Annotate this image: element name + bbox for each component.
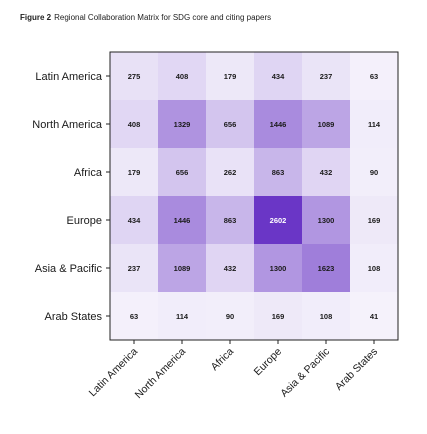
y-tick-label: Asia & Pacific <box>35 263 103 275</box>
heatmap-cell <box>110 52 158 100</box>
heatmap-cell <box>254 196 302 244</box>
cell-value-label: 2602 <box>270 216 287 225</box>
heatmap-cell <box>302 148 350 196</box>
heatmap-cell <box>254 292 302 340</box>
cell-value-label: 1089 <box>318 120 335 129</box>
heatmap-cell <box>350 244 398 292</box>
cell-value-label: 169 <box>272 312 285 321</box>
cell-value-label: 179 <box>128 168 141 177</box>
heatmap-cell <box>206 148 254 196</box>
heatmap-cell <box>206 196 254 244</box>
x-tick-label: North America <box>133 346 189 402</box>
cell-value-label: 41 <box>370 312 378 321</box>
heatmap-cell <box>254 100 302 148</box>
cell-value-label: 863 <box>272 168 285 177</box>
cell-value-label: 1089 <box>174 264 191 273</box>
cell-value-label: 432 <box>224 264 237 273</box>
cell-value-label: 1623 <box>318 264 335 273</box>
heatmap-cell <box>254 148 302 196</box>
cell-value-label: 1329 <box>174 120 191 129</box>
x-tick-label: Europe <box>252 346 285 379</box>
heatmap-cell <box>110 292 158 340</box>
figure-caption: Figure 2 Regional Collaboration Matrix fo… <box>20 13 271 22</box>
cell-value-label: 169 <box>368 216 381 225</box>
heatmap-cell <box>158 196 206 244</box>
plot-frame <box>109 51 399 341</box>
cell-value-label: 63 <box>370 72 378 81</box>
cell-value-label: 432 <box>320 168 333 177</box>
heatmap-cell <box>206 100 254 148</box>
heatmap-cell <box>158 148 206 196</box>
cell-value-label: 262 <box>224 168 237 177</box>
heatmap-cell <box>302 244 350 292</box>
y-tick-label: Latin America <box>35 71 103 83</box>
heatmap-cell <box>302 52 350 100</box>
heatmap-cell <box>158 244 206 292</box>
cell-value-label: 237 <box>128 264 141 273</box>
cell-value-label: 1300 <box>270 264 287 273</box>
cell-value-label: 108 <box>320 312 333 321</box>
cell-value-label: 434 <box>128 216 141 225</box>
y-tick-label: North America <box>32 119 103 131</box>
cell-value-label: 434 <box>272 72 285 81</box>
heatmap-cell <box>302 196 350 244</box>
heatmap-cell <box>350 292 398 340</box>
cell-value-label: 237 <box>320 72 333 81</box>
x-tick-label: Africa <box>209 346 237 374</box>
y-tick-label: Arab States <box>45 311 103 323</box>
cell-value-label: 656 <box>224 120 237 129</box>
cell-value-label: 1446 <box>270 120 287 129</box>
heatmap-cell <box>350 52 398 100</box>
cell-value-label: 1300 <box>318 216 335 225</box>
heatmap-cell <box>206 292 254 340</box>
y-tick-label: Africa <box>74 167 103 179</box>
heatmap-cell <box>350 100 398 148</box>
heatmap-cell <box>110 148 158 196</box>
y-tick-label: Europe <box>67 215 102 227</box>
cell-value-label: 108 <box>368 264 381 273</box>
cell-value-label: 114 <box>176 312 189 321</box>
cell-value-label: 1446 <box>174 216 191 225</box>
cell-value-label: 90 <box>226 312 234 321</box>
cell-value-label: 275 <box>128 72 141 81</box>
cell-value-label: 656 <box>176 168 189 177</box>
heatmap-cell <box>110 196 158 244</box>
heatmap-cell <box>254 244 302 292</box>
x-tick-label: Latin America <box>87 346 141 400</box>
heatmap-cell <box>158 100 206 148</box>
heatmap-cell <box>350 196 398 244</box>
cell-value-label: 114 <box>368 120 381 129</box>
cell-value-label: 408 <box>128 120 141 129</box>
heatmap-cell <box>206 52 254 100</box>
x-tick-label: Asia & Pacific <box>278 346 332 400</box>
heatmap-cell <box>110 244 158 292</box>
cell-value-label: 408 <box>176 72 189 81</box>
heatmap-cell <box>110 100 158 148</box>
heatmap-cell <box>302 292 350 340</box>
cell-value-label: 179 <box>224 72 237 81</box>
figure-label: Figure 2 <box>20 13 52 22</box>
cell-value-label: 90 <box>370 168 378 177</box>
heatmap-cell <box>206 244 254 292</box>
heatmap-cell <box>254 52 302 100</box>
heatmap-cell <box>350 148 398 196</box>
x-tick-label: Arab States <box>333 346 380 393</box>
heatmap-cell <box>158 52 206 100</box>
cell-value-label: 63 <box>130 312 138 321</box>
figure-title: Regional Collaboration Matrix for SDG co… <box>54 13 272 22</box>
heatmap-cell <box>158 292 206 340</box>
cell-value-label: 863 <box>224 216 237 225</box>
heatmap-cell <box>302 100 350 148</box>
